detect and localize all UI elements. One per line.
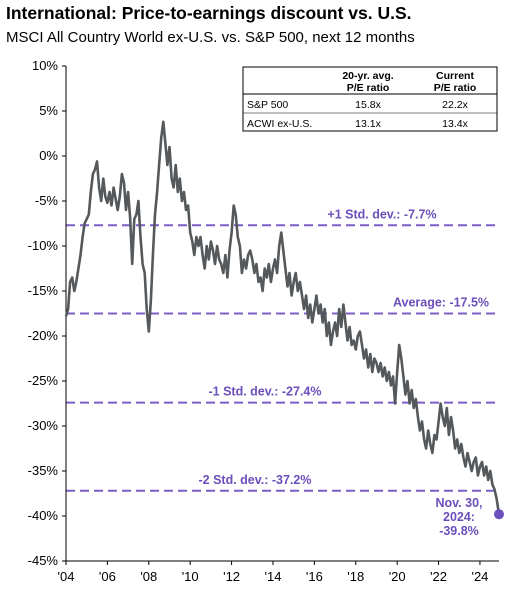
y-tick-label: 0% [39, 148, 58, 163]
y-tick-label: -10% [28, 238, 59, 253]
x-tick-label: '06 [99, 569, 116, 584]
x-tick-label: '22 [430, 569, 447, 584]
table-row-label: S&P 500 [247, 99, 288, 111]
reference-line-label: +1 Std. dev.: -7.7% [327, 207, 436, 221]
y-tick-label: -20% [28, 328, 59, 343]
x-tick-label: '18 [347, 569, 364, 584]
table-current-cell: 13.4x [442, 118, 468, 130]
x-tick-label: '04 [58, 569, 75, 584]
table-header-cell: P/E ratio [434, 82, 477, 94]
end-point-label: 2024: [443, 510, 475, 524]
y-tick-label: 10% [32, 58, 58, 73]
x-tick-label: '24 [471, 569, 488, 584]
pe-discount-line [64, 120, 501, 515]
table-row-label: ACWI ex-U.S. [247, 118, 312, 130]
chart-title: International: Price-to-earnings discoun… [6, 3, 412, 23]
annotation-layer: +1 Std. dev.: -7.7% Average: -17.5% -1 Std… [199, 207, 490, 538]
reference-line-label: -2 Std. dev.: -37.2% [199, 473, 312, 487]
axes-layer: 10% 5% 0% -5% -10% -15% -20% -25% -30% -35% -40% -4… [28, 58, 499, 584]
reference-line-label: Average: -17.5% [393, 296, 489, 310]
end-point-marker [494, 509, 504, 520]
x-tick-label: '14 [265, 569, 282, 584]
chart-subtitle: MSCI All Country World ex-U.S. vs. S&P 5… [6, 29, 415, 46]
table-avg-cell: 13.1x [355, 118, 381, 130]
y-tick-label: -35% [28, 463, 59, 478]
reference-lines-layer [66, 224, 499, 492]
y-tick-label: -25% [28, 373, 59, 388]
table-header-cell: P/E ratio [347, 82, 390, 94]
table-header-cell: 20-yr. avg. [342, 70, 393, 82]
table-header-cell: Current [436, 70, 474, 82]
table-frame [242, 66, 498, 132]
x-tick-label: '16 [306, 569, 323, 584]
series-layer [64, 120, 504, 520]
y-tick-label: -45% [28, 553, 59, 568]
y-tick-label: -5% [35, 193, 59, 208]
end-point-label: -39.8% [439, 524, 479, 538]
table-avg-cell: 15.8x [355, 99, 381, 111]
reference-line-label: -1 Std. dev.: -27.4% [209, 385, 322, 399]
x-tick-label: '20 [389, 569, 406, 584]
y-tick-label: -15% [28, 283, 59, 298]
y-tick-label: 5% [39, 103, 58, 118]
x-tick-label: '10 [182, 569, 199, 584]
x-tick-label: '12 [223, 569, 240, 584]
table-current-cell: 22.2x [442, 99, 468, 111]
end-point-label: Nov. 30, [435, 496, 482, 510]
y-tick-label: -40% [28, 508, 59, 523]
y-tick-label: -30% [28, 418, 59, 433]
x-tick-label: '08 [140, 569, 157, 584]
